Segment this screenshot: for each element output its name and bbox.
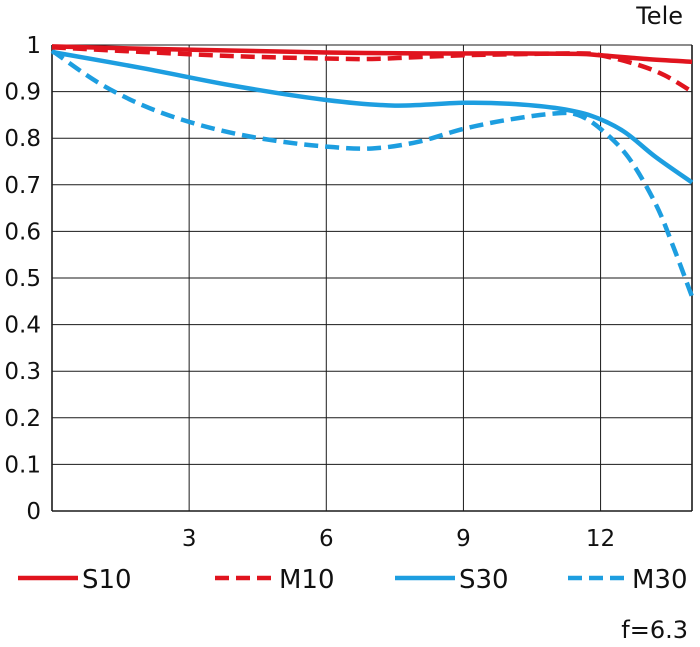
y-tick-label: 0.1 bbox=[4, 452, 41, 478]
x-tick-label: 12 bbox=[586, 526, 615, 552]
x-tick-label: 3 bbox=[182, 526, 197, 552]
y-tick-label: 0.8 bbox=[4, 126, 41, 152]
y-tick-label: 0.3 bbox=[4, 359, 41, 385]
y-tick-label: 0 bbox=[26, 499, 41, 525]
series-line-s30 bbox=[51, 49, 694, 185]
y-tick-label: 0.6 bbox=[4, 219, 41, 245]
grid-lines bbox=[51, 44, 693, 512]
aperture-label: f=6.3 bbox=[621, 616, 688, 644]
series-line-m10 bbox=[51, 45, 694, 94]
series-lines bbox=[50, 44, 695, 298]
y-tick-label: 0.4 bbox=[4, 313, 41, 339]
x-tick-label: 9 bbox=[456, 526, 471, 552]
y-tick-label: 0.9 bbox=[4, 80, 41, 106]
y-tick-label: 0.7 bbox=[4, 173, 41, 199]
legend-label-s10: S10 bbox=[82, 565, 132, 595]
x-tick-label: 6 bbox=[319, 526, 334, 552]
y-tick-labels: 0 0.1 0.2 0.3 0.4 0.5 0.6 0.7 0.8 0.9 1 bbox=[4, 33, 41, 525]
y-tick-label: 0.2 bbox=[4, 406, 41, 432]
legend-label-m30: M30 bbox=[632, 565, 688, 595]
x-tick-labels: 3 6 9 12 bbox=[182, 526, 615, 552]
legend-label-m10: M10 bbox=[279, 565, 335, 595]
legend-label-s30: S30 bbox=[459, 565, 509, 595]
chart-title: Tele bbox=[635, 2, 683, 30]
legend: S10 M10 S30 M30 bbox=[18, 565, 688, 595]
y-tick-label: 1 bbox=[26, 33, 41, 59]
y-tick-label: 0.5 bbox=[4, 266, 41, 292]
series-line-m30 bbox=[50, 48, 695, 298]
